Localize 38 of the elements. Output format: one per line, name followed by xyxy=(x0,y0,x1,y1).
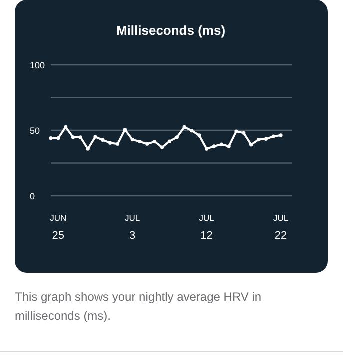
x-tick-label: JUL 12 xyxy=(199,213,215,242)
chart-title: Milliseconds (ms) xyxy=(116,23,226,38)
point xyxy=(138,140,142,144)
point xyxy=(205,147,209,151)
point xyxy=(250,143,254,147)
point xyxy=(71,136,76,140)
x-tick-label: JUL 3 xyxy=(125,213,140,242)
point xyxy=(130,138,134,142)
point xyxy=(234,130,238,134)
y-tick-label: 100 xyxy=(30,60,46,70)
point xyxy=(116,142,120,146)
point xyxy=(94,135,98,139)
point xyxy=(160,146,164,150)
point xyxy=(279,134,283,138)
point xyxy=(227,144,231,148)
point xyxy=(264,137,268,141)
y-tick-label: 0 xyxy=(30,192,36,202)
x-tick-label: JUL 22 xyxy=(273,213,289,242)
point xyxy=(108,141,112,145)
y-tick-label: 50 xyxy=(30,126,40,136)
x-tick-label: JUN 25 xyxy=(50,213,67,242)
point xyxy=(220,142,224,146)
point xyxy=(242,131,246,135)
point xyxy=(168,140,172,144)
point xyxy=(175,136,179,140)
point xyxy=(101,138,105,142)
point xyxy=(56,136,60,140)
point xyxy=(123,128,127,132)
point xyxy=(272,134,276,138)
point xyxy=(146,142,150,146)
point xyxy=(78,136,82,140)
point xyxy=(212,144,216,148)
text: This graph shows your nightly average HRV in milliseconds (ms). xyxy=(15,290,262,323)
point xyxy=(153,140,157,144)
point xyxy=(190,129,194,133)
point xyxy=(256,138,261,142)
point xyxy=(198,134,202,138)
point xyxy=(49,136,53,140)
